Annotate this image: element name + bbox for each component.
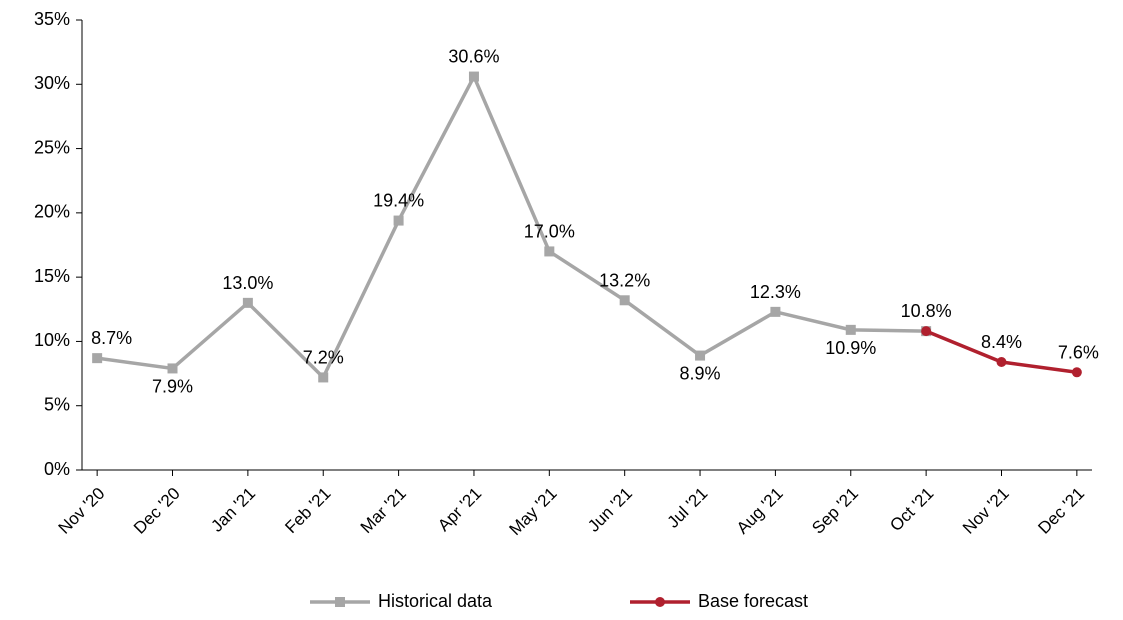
chart-container: 0%5%10%15%20%25%30%35%Nov '20Dec '20Jan …: [0, 0, 1123, 620]
series-marker: [318, 372, 328, 382]
y-tick-label: 35%: [34, 9, 70, 29]
data-label: 10.8%: [901, 301, 952, 321]
data-label: 19.4%: [373, 191, 424, 211]
series-marker: [996, 357, 1006, 367]
series-marker: [92, 353, 102, 363]
data-label: 30.6%: [448, 47, 499, 67]
series-marker: [620, 295, 630, 305]
series-marker: [469, 72, 479, 82]
legend-label: Historical data: [378, 591, 493, 611]
data-label: 8.4%: [981, 332, 1022, 352]
y-tick-label: 30%: [34, 73, 70, 93]
legend-marker: [655, 597, 665, 607]
data-label: 13.0%: [222, 273, 273, 293]
y-tick-label: 10%: [34, 330, 70, 350]
data-label: 7.9%: [152, 376, 193, 396]
series-marker: [770, 307, 780, 317]
series-marker: [168, 363, 178, 373]
series-marker: [695, 351, 705, 361]
legend-label: Base forecast: [698, 591, 808, 611]
y-tick-label: 5%: [44, 394, 70, 414]
data-label: 13.2%: [599, 270, 650, 290]
data-label: 17.0%: [524, 221, 575, 241]
y-tick-label: 0%: [44, 459, 70, 479]
series-marker: [243, 298, 253, 308]
series-marker: [846, 325, 856, 335]
line-chart: 0%5%10%15%20%25%30%35%Nov '20Dec '20Jan …: [0, 0, 1123, 620]
data-label: 8.7%: [91, 328, 132, 348]
y-tick-label: 20%: [34, 202, 70, 222]
data-label: 10.9%: [825, 338, 876, 358]
series-marker: [544, 246, 554, 256]
series-marker: [1072, 367, 1082, 377]
series-marker: [394, 216, 404, 226]
y-tick-label: 25%: [34, 137, 70, 157]
data-label: 12.3%: [750, 282, 801, 302]
series-marker: [921, 326, 931, 336]
data-label: 7.2%: [303, 347, 344, 367]
data-label: 7.6%: [1058, 342, 1099, 362]
legend-marker: [335, 597, 345, 607]
y-tick-label: 15%: [34, 266, 70, 286]
data-label: 8.9%: [680, 364, 721, 384]
